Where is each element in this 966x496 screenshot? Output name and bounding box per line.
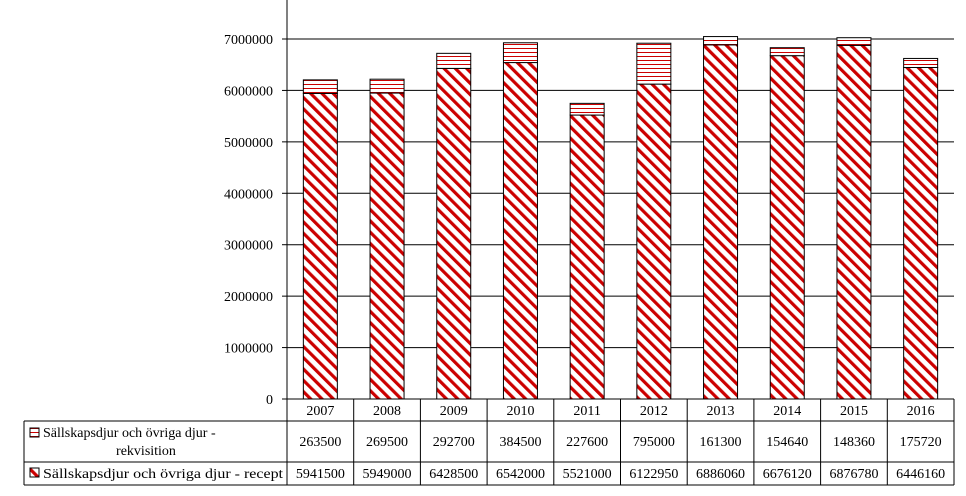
data-label-recept: 6542000 — [496, 467, 545, 482]
bar-segment-rekvisition — [703, 36, 739, 46]
y-tick-label: 7000000 — [224, 33, 273, 48]
x-category-label: 2015 — [840, 404, 868, 419]
data-label-rekvisition: 384500 — [499, 435, 541, 450]
bar-segment-recept — [302, 92, 338, 400]
y-tick-label: 2000000 — [224, 290, 273, 305]
legend-label-rekvisition-line2: rekvisition — [116, 444, 176, 459]
y-tick-label: 3000000 — [224, 239, 273, 254]
legend-key-recept — [29, 467, 40, 478]
data-label-recept: 6876780 — [829, 467, 878, 482]
x-category-label: 2016 — [907, 404, 935, 419]
bar-segment-rekvisition — [369, 78, 405, 94]
bar-segment-recept — [502, 62, 538, 400]
bar-segment-recept — [436, 67, 472, 400]
data-label-recept: 5521000 — [563, 467, 612, 482]
legend-key-rekvisition — [29, 427, 40, 438]
bar-segment-recept — [569, 114, 605, 400]
data-label-rekvisition: 227600 — [566, 435, 608, 450]
data-label-rekvisition: 795000 — [633, 435, 675, 450]
bar-segment-rekvisition — [636, 42, 672, 85]
bar-segment-recept — [369, 92, 405, 400]
data-label-rekvisition: 154640 — [766, 435, 808, 450]
bar-segment-rekvisition — [502, 42, 538, 64]
data-label-rekvisition: 269500 — [366, 435, 408, 450]
data-label-recept: 6428500 — [429, 467, 478, 482]
data-label-recept: 5949000 — [363, 467, 412, 482]
x-category-label: 2014 — [773, 404, 801, 419]
bar-segment-rekvisition — [769, 47, 805, 57]
data-label-rekvisition: 292700 — [433, 435, 475, 450]
y-tick-label: 0 — [266, 393, 273, 408]
y-tick-label: 1000000 — [224, 342, 273, 357]
legend-label-recept: Sällskapsdjur och övriga djur - recept — [43, 467, 283, 482]
data-label-rekvisition: 161300 — [700, 435, 742, 450]
data-label-recept: 6886060 — [696, 467, 745, 482]
bar-segment-recept — [769, 55, 805, 400]
data-label-recept: 6446160 — [896, 467, 945, 482]
data-label-recept: 6122950 — [629, 467, 678, 482]
bar-segment-recept — [703, 44, 739, 400]
data-label-rekvisition: 148360 — [833, 435, 875, 450]
bar-segment-rekvisition — [302, 79, 338, 94]
bar-segment-recept — [636, 83, 672, 400]
bar-segment-rekvisition — [903, 57, 939, 68]
bar-segment-recept — [903, 66, 939, 400]
bar-segment-rekvisition — [569, 102, 605, 116]
bar-segment-rekvisition — [836, 37, 872, 46]
x-category-label: 2008 — [373, 404, 401, 419]
bar-segment-recept — [836, 44, 872, 400]
legend-label-rekvisition: Sällskapsdjur och övriga djur - — [43, 426, 216, 441]
y-tick-label: 6000000 — [224, 84, 273, 99]
data-table: 2007 2008 2009 2010 2011 2012 2013 2014 2015 2016… — [23, 398, 955, 486]
x-category-label: 2013 — [707, 404, 735, 419]
bar-segment-rekvisition — [436, 52, 472, 69]
x-category-label: 2007 — [306, 404, 334, 419]
data-label-rekvisition: 175720 — [900, 435, 942, 450]
data-label-recept: 6676120 — [763, 467, 812, 482]
x-category-label: 2011 — [573, 404, 600, 419]
x-category-label: 2010 — [506, 404, 534, 419]
y-tick-label: 4000000 — [224, 187, 273, 202]
data-label-rekvisition: 263500 — [299, 435, 341, 450]
data-label-recept: 5941500 — [296, 467, 345, 482]
x-category-label: 2009 — [440, 404, 468, 419]
y-tick-label: 5000000 — [224, 136, 273, 151]
x-category-label: 2012 — [640, 404, 668, 419]
